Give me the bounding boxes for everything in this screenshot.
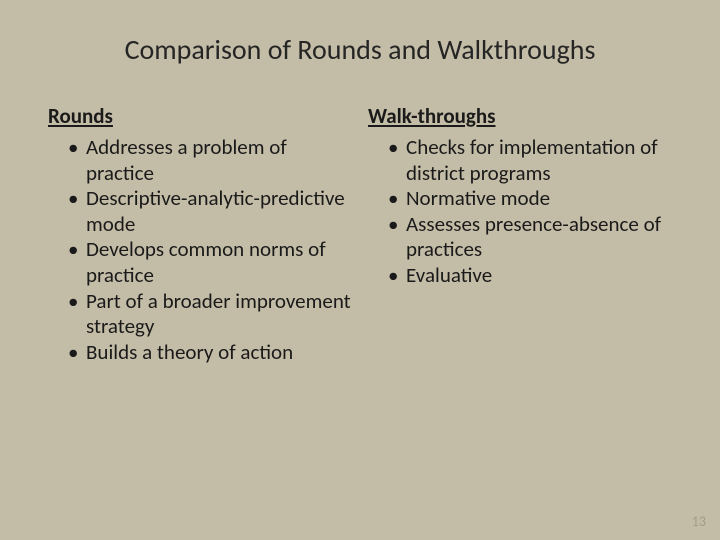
right-heading: Walk-throughs xyxy=(368,103,672,129)
list-item: Part of a broader improvement strategy xyxy=(82,289,352,340)
list-item: Descriptive-analytic-predictive mode xyxy=(82,186,352,237)
right-column: Walk-throughs Checks for implementation … xyxy=(360,103,680,365)
list-item: Addresses a problem of practice xyxy=(82,135,352,186)
right-list: Checks for implementation of district pr… xyxy=(368,135,672,289)
list-item: Normative mode xyxy=(402,186,672,212)
list-item: Checks for implementation of district pr… xyxy=(402,135,672,186)
slide-title: Comparison of Rounds and Walkthroughs xyxy=(0,0,720,103)
list-item: Assesses presence-absence of practices xyxy=(402,212,672,263)
list-item: Builds a theory of action xyxy=(82,340,352,366)
left-heading: Rounds xyxy=(48,103,352,129)
left-column: Rounds Addresses a problem of practice D… xyxy=(40,103,360,365)
left-list: Addresses a problem of practice Descript… xyxy=(48,135,352,365)
page-number: 13 xyxy=(692,513,706,530)
two-column-layout: Rounds Addresses a problem of practice D… xyxy=(0,103,720,365)
list-item: Evaluative xyxy=(402,263,672,289)
list-item: Develops common norms of practice xyxy=(82,237,352,288)
